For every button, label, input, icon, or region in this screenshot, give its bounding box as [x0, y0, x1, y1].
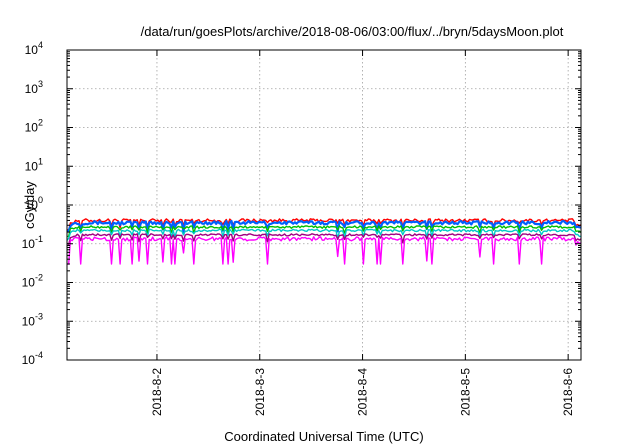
- y-tick-exponent: 1: [38, 156, 43, 166]
- y-tick-label: 10-3: [22, 311, 43, 328]
- y-tick-exponent: -2: [35, 273, 43, 283]
- y-tick-label: 101: [25, 156, 43, 173]
- x-tick-label: 2018-8-3: [253, 368, 267, 416]
- series-layer: [66, 218, 582, 265]
- y-tick-label: 10-1: [22, 234, 43, 251]
- y-tick-exponent: 2: [38, 118, 43, 128]
- x-tick-label: 2018-8-6: [561, 368, 575, 416]
- series-line: [66, 236, 582, 265]
- y-tick-label: 103: [25, 79, 43, 96]
- y-tick-label: 10-4: [22, 350, 43, 367]
- y-tick-exponent: -3: [35, 311, 43, 321]
- grid-layer: [67, 50, 581, 360]
- y-axis-label: cGy/day: [22, 181, 37, 229]
- y-tick-exponent: 0: [38, 195, 43, 205]
- y-tick-label: 104: [25, 40, 43, 57]
- y-tick-exponent: -1: [35, 234, 43, 244]
- x-tick-label: 2018-8-2: [150, 368, 164, 416]
- series-line: [66, 220, 582, 233]
- y-tick-label: 10-2: [22, 273, 43, 290]
- y-tick-exponent: 3: [38, 79, 43, 89]
- series-line: [66, 233, 582, 246]
- series-line: [66, 218, 582, 232]
- series-line: [66, 225, 582, 238]
- y-tick-label: 102: [25, 118, 43, 135]
- x-axis-label: Coordinated Universal Time (UTC): [224, 429, 423, 444]
- x-tick-label: 2018-8-5: [458, 368, 472, 416]
- y-tick-exponent: 4: [38, 40, 43, 50]
- x-tick-label: 2018-8-4: [356, 368, 370, 416]
- y-tick-exponent: -4: [35, 350, 43, 360]
- chart-title: /data/run/goesPlots/archive/2018-08-06/0…: [141, 24, 564, 39]
- series-line: [66, 228, 582, 241]
